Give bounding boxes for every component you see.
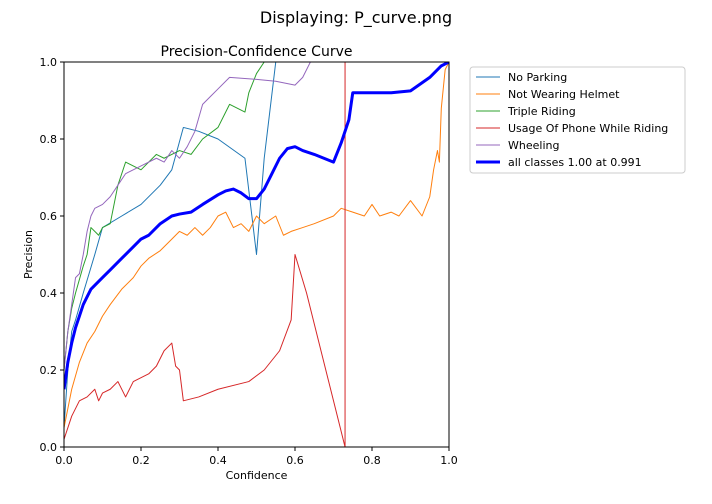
series-line-0 (64, 62, 449, 428)
legend-label-5: all classes 1.00 at 0.991 (508, 156, 642, 169)
series-line-2 (64, 62, 449, 371)
legend-label-1: Not Wearing Helmet (508, 88, 620, 101)
x-axis-label: Confidence (226, 469, 288, 482)
x-tick-label: 0.8 (363, 454, 381, 467)
x-axis: 0.0 0.2 0.4 0.6 0.8 1.0 (55, 447, 458, 467)
legend: No Parking Not Wearing Helmet Triple Ridin… (469, 66, 686, 174)
series-line-4 (64, 62, 449, 371)
plot-frame (63, 61, 450, 448)
y-tick-label: 0.8 (40, 133, 58, 146)
y-tick-label: 0.6 (40, 210, 58, 223)
y-axis-label: Precision (22, 230, 35, 279)
y-tick-label: 0.2 (40, 364, 58, 377)
y-tick-label: 0.0 (40, 441, 58, 454)
x-tick-label: 0.6 (286, 454, 304, 467)
series-layer (64, 62, 449, 447)
x-tick-label: 0.2 (132, 454, 150, 467)
x-tick-label: 0.0 (55, 454, 73, 467)
legend-label-4: Wheeling (508, 139, 559, 152)
chart-title: Precision-Confidence Curve (161, 44, 353, 60)
legend-label-2: Triple Riding (507, 105, 576, 118)
viewer-title: Displaying: P_curve.png (259, 8, 453, 27)
x-tick-label: 0.4 (209, 454, 227, 467)
y-tick-label: 1.0 (40, 56, 58, 69)
series-line-3 (64, 62, 449, 447)
y-tick-label: 0.4 (40, 287, 58, 300)
legend-label-3: Usage Of Phone While Riding (508, 122, 668, 135)
series-line-5 (64, 62, 449, 390)
legend-frame (469, 66, 686, 174)
x-tick-label: 1.0 (440, 454, 458, 467)
legend-label-0: No Parking (508, 71, 567, 84)
series-line-1 (64, 62, 449, 428)
y-axis: 0.0 0.2 0.4 0.6 0.8 1.0 (40, 56, 64, 454)
